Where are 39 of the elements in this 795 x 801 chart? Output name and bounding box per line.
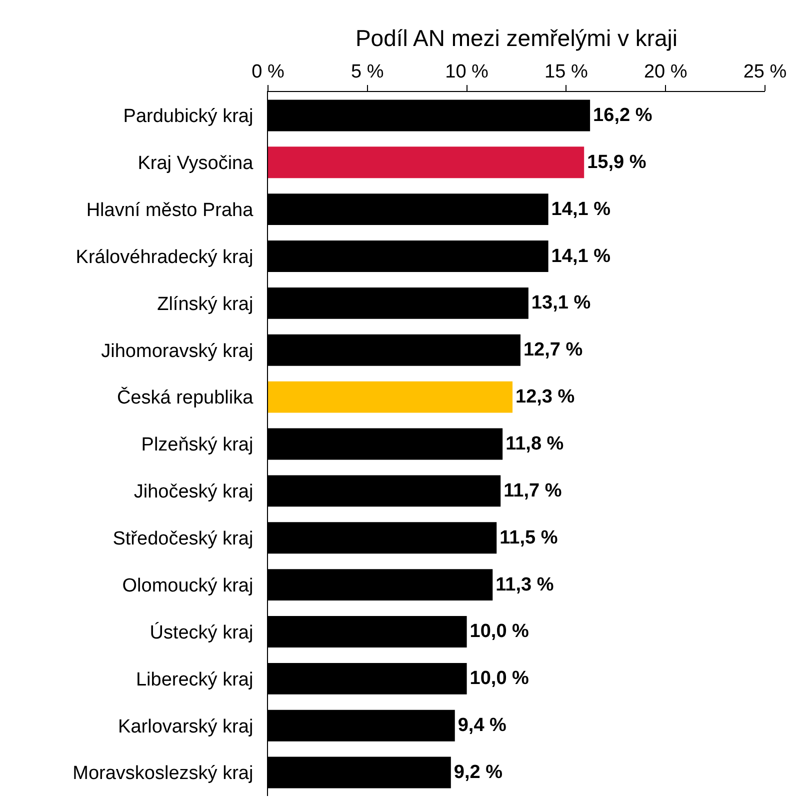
y-tick-label: Ústecký kraj	[150, 621, 254, 644]
data-label: 14,1 %	[551, 246, 611, 267]
data-label: 11,8 %	[506, 434, 564, 454]
data-label: 9,2 %	[454, 762, 503, 784]
y-tick-label: Plzeňský kraj	[141, 434, 254, 456]
y-tick-label: Jihočeský kraj	[134, 482, 254, 503]
y-tick-label: Kraj Vysočina	[138, 153, 254, 174]
y-tick-label: Moravskoslezský kraj	[72, 763, 254, 784]
data-label: 11,7 %	[504, 480, 562, 502]
data-label: 11,5 %	[500, 527, 558, 548]
y-tick-label: Královéhradecký kraj	[76, 246, 254, 268]
data-label: 12,7 %	[523, 340, 583, 361]
x-tick-label: 25 %	[743, 61, 787, 82]
y-tick-label: Pardubický kraj	[123, 106, 254, 128]
y-tick-label: Olomoucký kraj	[122, 575, 254, 596]
data-label: 12,3 %	[516, 386, 575, 408]
x-tick-label: 15 %	[544, 61, 588, 82]
data-label: 16,2 %	[593, 104, 652, 126]
data-label: 15,9 %	[587, 152, 646, 173]
y-tick-label: Zlínský kraj	[157, 294, 254, 315]
x-tick-label: 5 %	[351, 61, 384, 82]
x-tick-label: 20 %	[644, 61, 688, 82]
data-label: 11,3 %	[496, 574, 554, 596]
y-tick-label: Středočeský kraj	[112, 528, 254, 550]
x-tick-label: 10 %	[445, 61, 489, 82]
y-tick-label: Karlovarský kraj	[118, 716, 254, 738]
x-tick-label: 0 %	[252, 61, 284, 82]
y-tick-label: Česká republika	[116, 386, 254, 409]
data-label: 9,4 %	[458, 715, 507, 736]
bar	[268, 381, 513, 413]
data-label: 10,0 %	[470, 668, 530, 690]
x-axis-title: Podíl AN mezi zemřelými v kraji	[355, 24, 678, 51]
data-label: 14,1 %	[551, 198, 611, 220]
y-tick-label: Hlavní město Praha	[86, 200, 254, 221]
data-label: 13,1 %	[531, 292, 591, 314]
y-tick-label: Jihomoravský kraj	[101, 340, 254, 362]
bar	[268, 146, 584, 178]
data-label: 10,0 %	[470, 621, 530, 642]
y-tick-label: Liberecký kraj	[136, 669, 254, 690]
